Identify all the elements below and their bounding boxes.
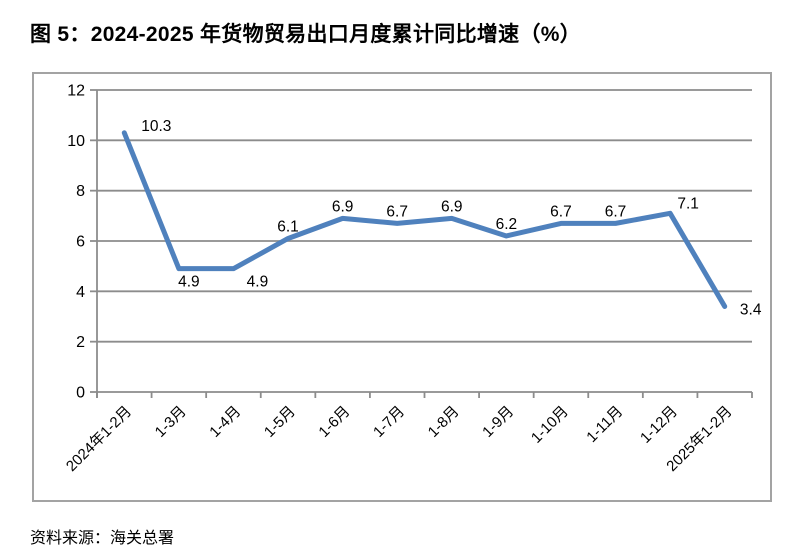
x-tick-label: 1-11月 xyxy=(583,403,626,446)
figure-title: 图 5：2024-2025 年货物贸易出口月度累计同比增速（%） xyxy=(30,23,582,46)
y-tick-label: 4 xyxy=(76,284,85,301)
y-tick-label: 2 xyxy=(76,334,85,351)
x-tick-label: 1-10月 xyxy=(528,403,572,447)
data-label: 3.4 xyxy=(740,301,762,318)
x-tick-label: 1-7月 xyxy=(370,403,408,441)
x-tick-label: 1-4月 xyxy=(206,403,244,441)
x-tick-label: 1-6月 xyxy=(315,403,353,441)
x-tick-label: 1-12月 xyxy=(637,403,681,447)
data-label: 4.9 xyxy=(178,274,200,291)
data-label: 6.2 xyxy=(496,216,518,233)
y-tick-label: 12 xyxy=(67,83,85,100)
data-label: 6.1 xyxy=(277,218,299,235)
data-label: 6.7 xyxy=(605,203,627,220)
y-tick-label: 10 xyxy=(67,133,85,150)
x-tick-label: 1-8月 xyxy=(425,403,463,441)
line-chart: 0 2 4 6 8 10 12 10.3 4.9 4.9 6.1 6.9 6.7 6.9 6.2 6.7 6.7… xyxy=(63,83,762,475)
x-tick-label: 1-9月 xyxy=(479,403,517,441)
plot-area: 0 2 4 6 8 10 12 10.3 4.9 4.9 6.1 6.9 6.7 6.9 6.2 6.7 6.7… xyxy=(63,83,762,475)
data-label: 6.9 xyxy=(332,198,354,215)
data-label: 4.9 xyxy=(247,274,269,291)
data-label: 6.7 xyxy=(386,203,408,220)
y-tick-label: 0 xyxy=(76,385,85,402)
chart-container: 0 2 4 6 8 10 12 10.3 4.9 4.9 6.1 6.9 6.7 6.9 6.2 6.7 6.7… xyxy=(32,72,772,502)
data-label: 6.7 xyxy=(550,203,572,220)
x-tick-label: 1-5月 xyxy=(261,403,299,441)
x-tick-label: 1-3月 xyxy=(152,403,190,441)
y-tick-label: 6 xyxy=(76,234,85,251)
x-tick-label: 2024年1-2月 xyxy=(63,403,135,475)
series-line xyxy=(121,130,728,309)
data-label: 6.9 xyxy=(441,198,463,215)
data-label: 7.1 xyxy=(677,195,699,212)
source-note: 资料来源：海关总署 xyxy=(30,530,175,547)
data-label: 10.3 xyxy=(141,118,171,135)
y-tick-label: 8 xyxy=(76,183,85,200)
